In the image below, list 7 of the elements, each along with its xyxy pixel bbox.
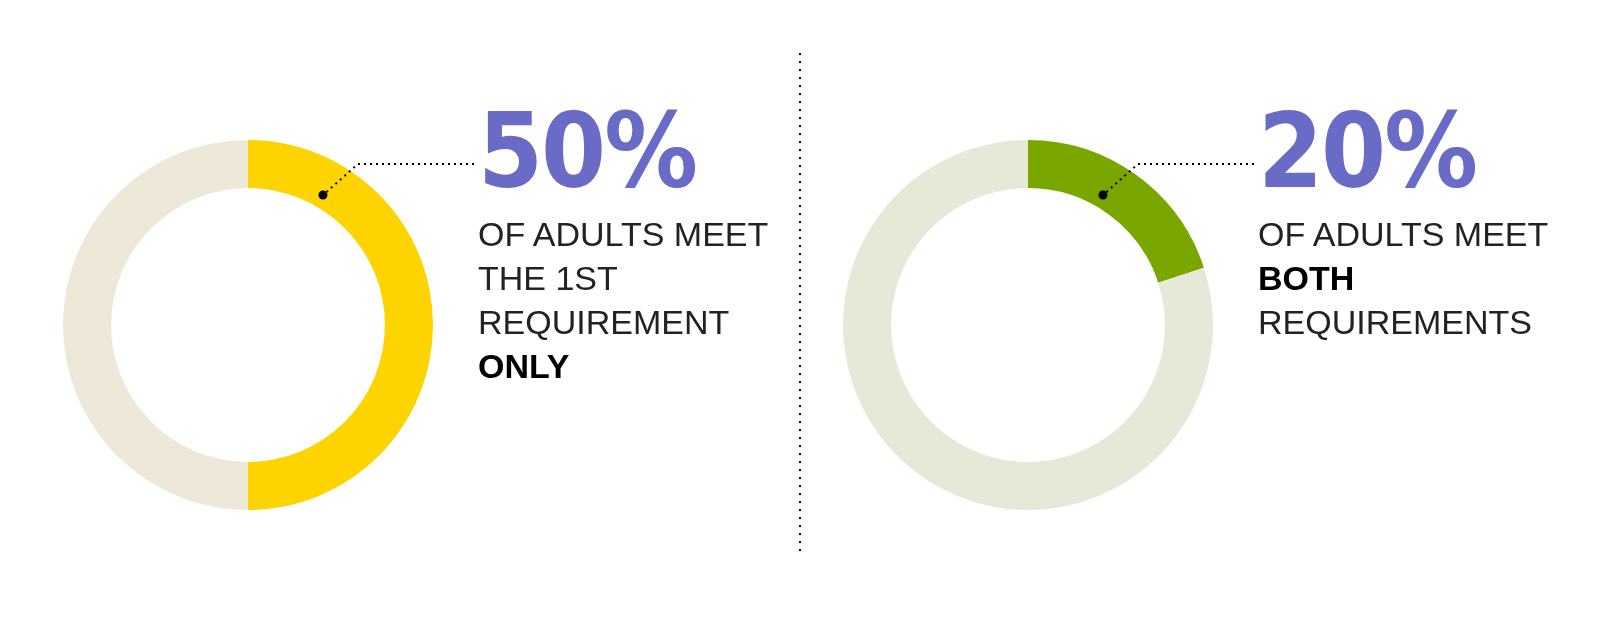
text: OF ADULTS MEET THE 1ST REQUIREMENT [478,215,768,341]
text: 50% [478,90,697,212]
text: OF ADULTS MEET [1258,215,1548,253]
text: 20% [1258,90,1477,212]
text: ONLY [478,347,570,385]
text: BOTH [1258,259,1355,297]
text: REQUIREMENTS [1258,303,1532,341]
